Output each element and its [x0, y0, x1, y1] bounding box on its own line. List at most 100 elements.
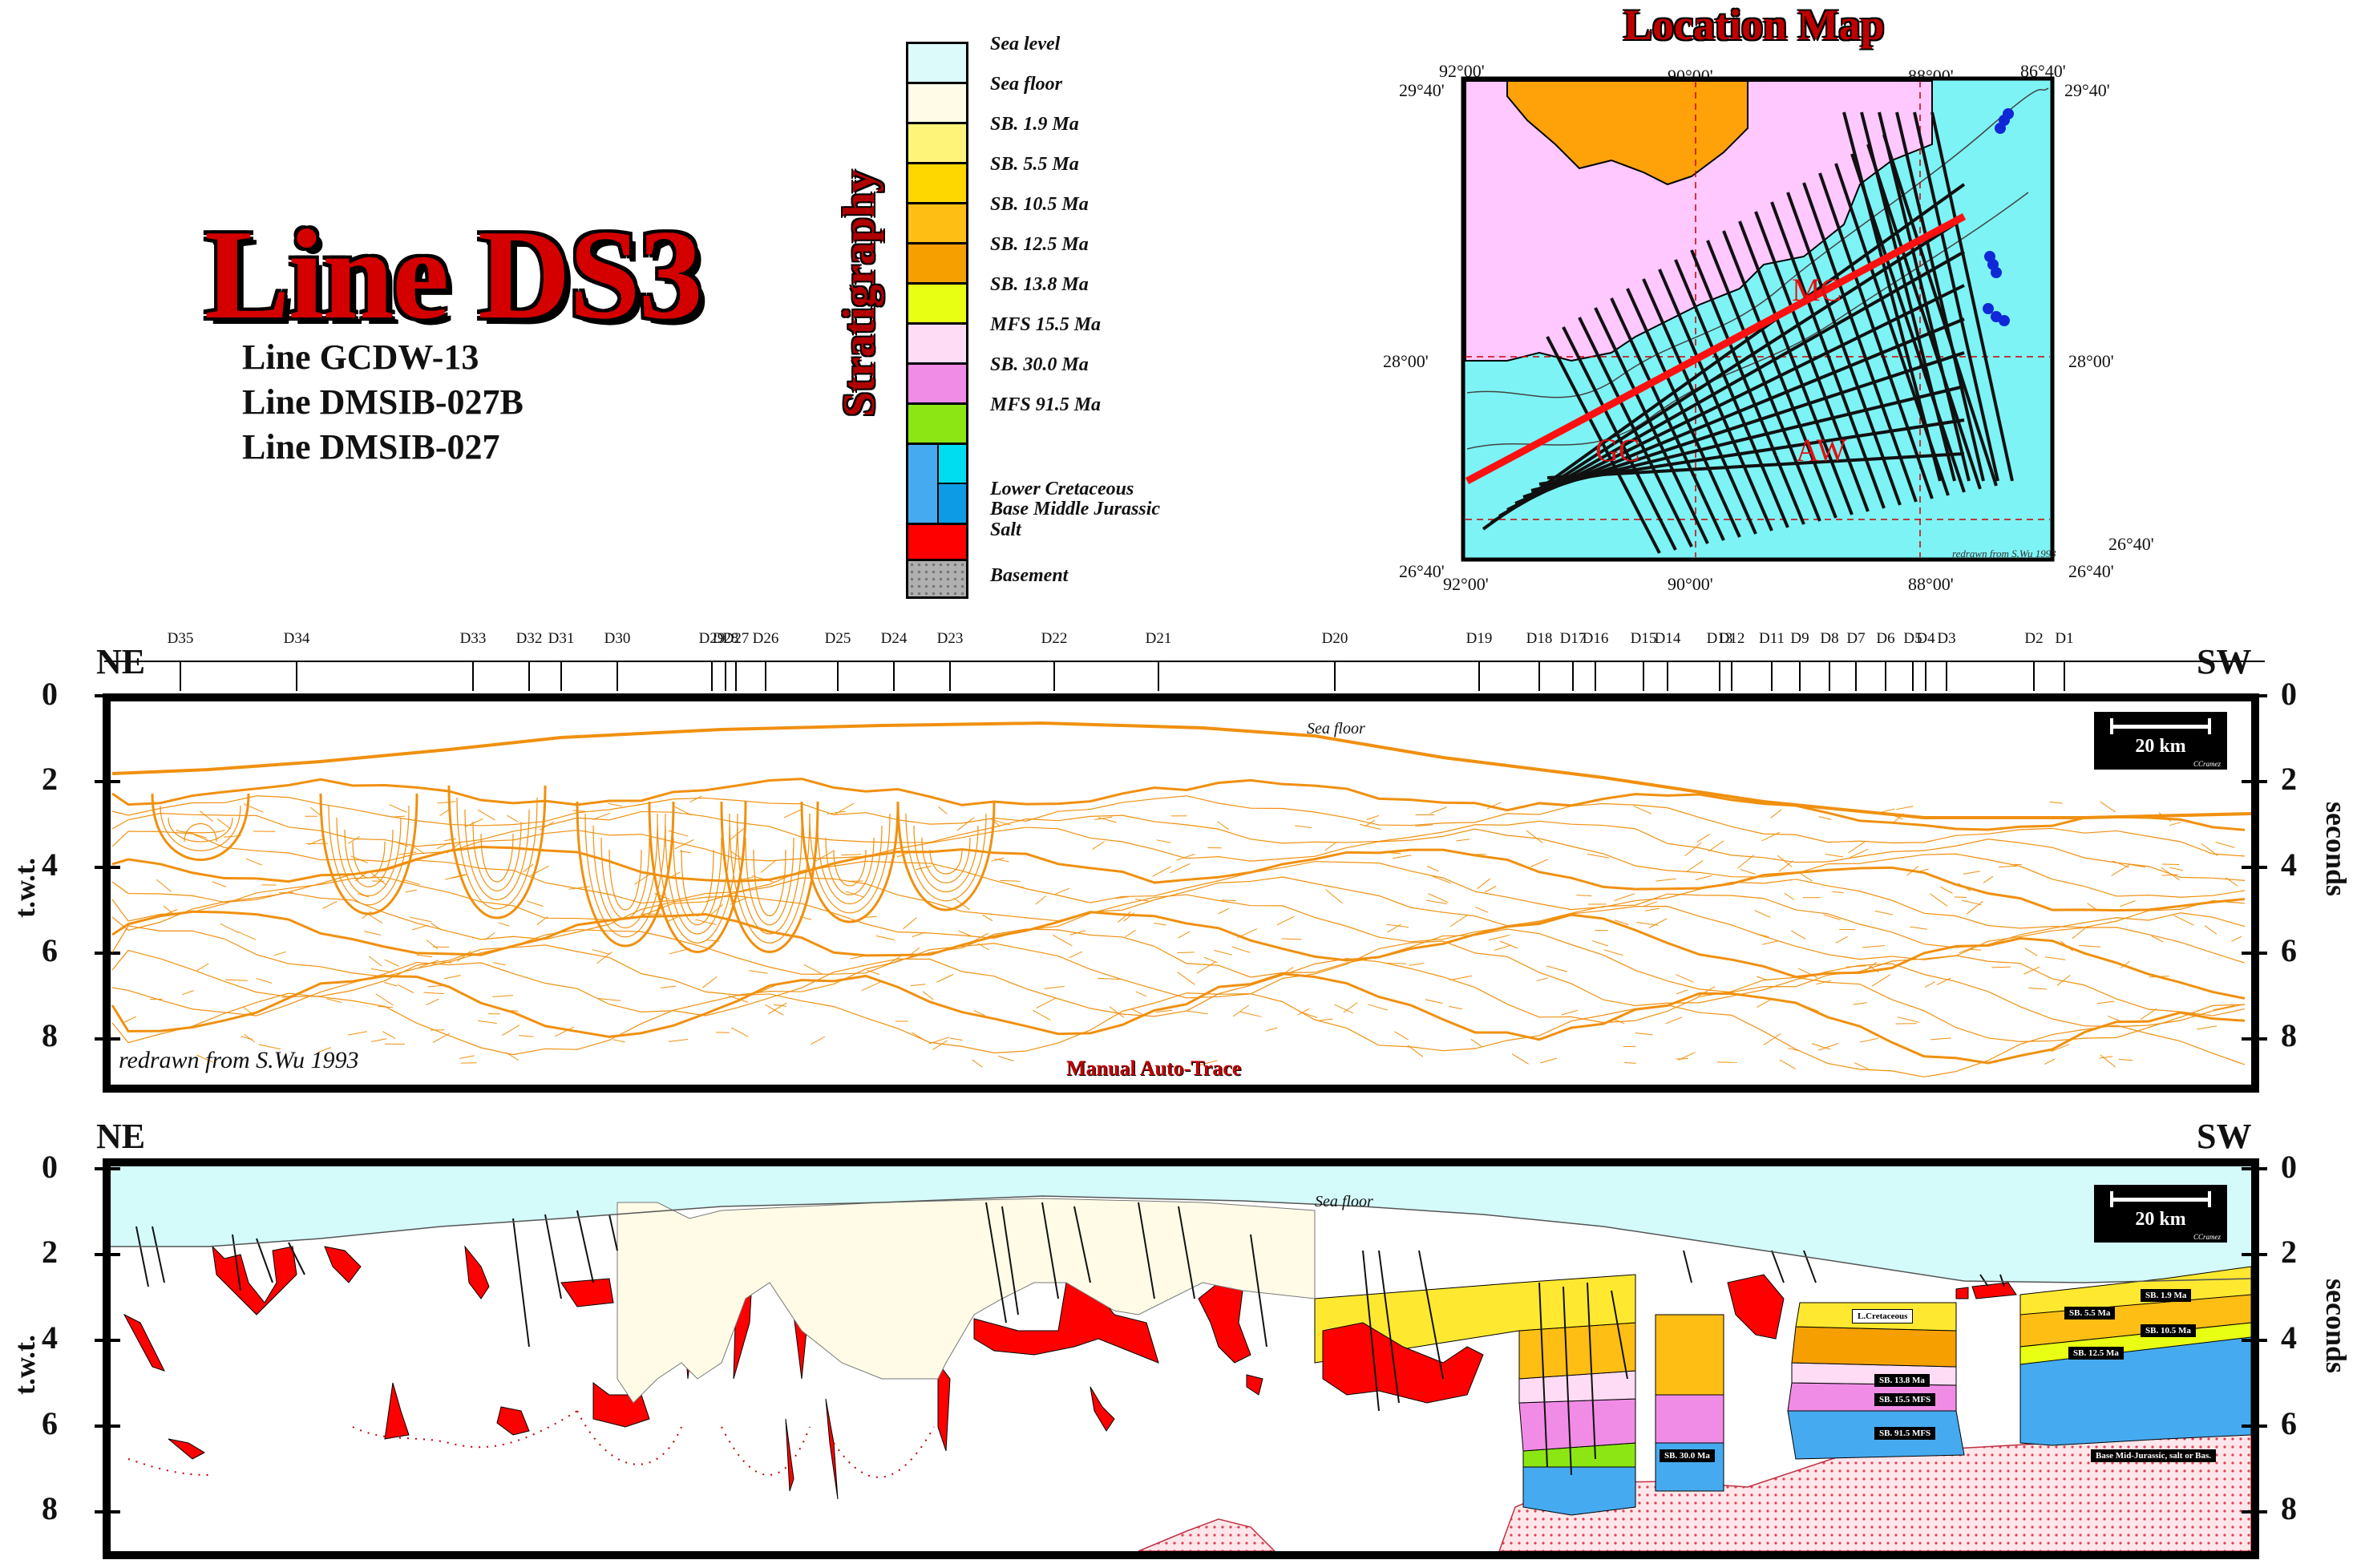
- bottom-layer-blue-left: [1522, 1466, 1636, 1516]
- trace-horizon: [932, 1040, 948, 1050]
- trace-horizon: [1007, 883, 1025, 888]
- map-seismic-line: [1546, 336, 1661, 554]
- trace-horizon: [536, 916, 548, 925]
- trace-horizon: [1818, 816, 1832, 820]
- trace-horizon: [309, 806, 322, 817]
- top-scale-label: 20 km: [2135, 736, 2186, 757]
- trace-horizon: [398, 851, 417, 855]
- trace-horizon: [402, 879, 420, 885]
- trace-horizon: [1176, 854, 1195, 861]
- trace-horizon: [1818, 1043, 1839, 1051]
- trace-horizon: [1449, 1005, 1463, 1010]
- bottom-sea: [111, 1166, 2251, 1283]
- trace-horizon: [1536, 977, 1549, 982]
- fault-line: [1803, 1250, 1817, 1283]
- trace-horizon: [1624, 1062, 1636, 1064]
- trace-horizon: [921, 837, 971, 883]
- trace-horizon: [1429, 806, 1447, 814]
- tag-sb-15-5: SB. 15.5 MFS: [1874, 1393, 1936, 1406]
- trace-horizon: [598, 998, 621, 1001]
- strat-label-12: Salt: [990, 519, 1021, 540]
- map-seismic-line: [1626, 288, 1741, 538]
- map-seismic-line: [1895, 111, 1985, 482]
- trace-horizon: [1407, 1045, 1424, 1057]
- bottom-sea-floor-line: [111, 1195, 2251, 1283]
- fault-line: [1138, 1202, 1155, 1299]
- trace-horizon: [1526, 830, 1543, 844]
- trace-horizon: [1134, 899, 1149, 902]
- bottom-tick-left-6: 6: [42, 1405, 58, 1441]
- trace-horizon: [1878, 808, 1895, 814]
- trace-horizon: [1109, 1006, 1125, 1018]
- trace-horizon: [1613, 1019, 1625, 1024]
- trace-horizon: [1962, 899, 1982, 906]
- trace-horizon: [347, 1031, 367, 1036]
- tag-sb-5-5: SB. 5.5 Ma: [2064, 1307, 2116, 1319]
- trace-horizon: [1966, 900, 1983, 915]
- well-label-d11: D11: [1758, 630, 1785, 647]
- trace-horizon: [317, 1047, 331, 1053]
- fault-line: [1538, 1282, 1548, 1468]
- trace-horizon: [1281, 938, 1302, 940]
- trace-horizon: [905, 813, 987, 902]
- trace-horizon: [1592, 940, 1609, 947]
- trace-horizon: [952, 897, 970, 911]
- trace-horizon: [2140, 1008, 2157, 1020]
- trace-horizon: [875, 935, 895, 940]
- trace-horizon: [2169, 822, 2181, 826]
- trace-horizon: [1656, 878, 1676, 882]
- well-label-d30: D30: [604, 630, 631, 647]
- map-seismic-line: [1562, 326, 1677, 551]
- map-blue-markers: [1983, 108, 2014, 326]
- trace-horizon: [443, 975, 462, 980]
- top-tick-right-0: 0: [2281, 676, 2297, 712]
- trace-horizon: [1983, 875, 1994, 884]
- bottom-sea-floor-label: Sea floor: [1315, 1193, 1373, 1210]
- strat-swatch-0: [906, 42, 968, 82]
- trace-horizon: [1892, 813, 1905, 824]
- fault-line: [576, 1210, 594, 1283]
- trace-horizon: [2050, 1044, 2070, 1053]
- trace-horizon: [2044, 1058, 2056, 1065]
- trace-horizon: [1999, 865, 2018, 868]
- strat-label-8: SB. 30.0 Ma: [990, 354, 1089, 375]
- trace-horizon: [679, 851, 691, 854]
- bottom-left-label: NE: [96, 1117, 146, 1156]
- trace-horizon: [1033, 1009, 1051, 1021]
- bottom-tick-left-8: 8: [42, 1490, 58, 1526]
- trace-horizon: [1910, 926, 1927, 930]
- trace-horizon: [1222, 899, 1236, 902]
- trace-horizon: [674, 806, 692, 816]
- coord-tr-lat: 29°40': [2064, 80, 2110, 100]
- trace-horizon: [1115, 896, 1129, 899]
- trace-horizon: [477, 809, 495, 821]
- trace-horizon: [456, 951, 471, 962]
- trace-horizon: [990, 818, 1001, 826]
- trace-horizon: [1477, 878, 1490, 890]
- trace-horizon: [362, 911, 372, 919]
- trace-horizon: [736, 877, 753, 881]
- trace-horizon: [1686, 859, 1704, 873]
- map-seismic-line: [1610, 297, 1725, 541]
- salt-roots: [127, 1410, 935, 1478]
- trace-horizon: [184, 822, 217, 843]
- trace-horizon: [273, 951, 286, 956]
- strat-label-6: SB. 13.8 Ma: [990, 274, 1089, 295]
- well-label-d4: D4: [1916, 630, 1935, 647]
- map-seismic-line: [1842, 111, 1942, 482]
- map-seismic-line: [1770, 201, 1886, 509]
- well-label-d27: D27: [722, 630, 750, 647]
- trace-horizon: [1389, 852, 1401, 855]
- strat-label-0: Sea level: [990, 34, 1061, 55]
- trace-horizon: [357, 893, 370, 898]
- trace-horizon: [1425, 999, 1443, 1004]
- trace-horizon: [1644, 907, 1660, 911]
- trace-horizon: [1816, 980, 1831, 985]
- trace-horizon: [1214, 949, 1233, 956]
- trace-horizon: [1456, 839, 1470, 842]
- trace-horizon: [2120, 960, 2130, 969]
- trace-horizon: [160, 805, 241, 851]
- trace-horizon: [456, 797, 538, 910]
- trace-horizon: [568, 886, 591, 890]
- trace-horizon: [1125, 929, 1136, 938]
